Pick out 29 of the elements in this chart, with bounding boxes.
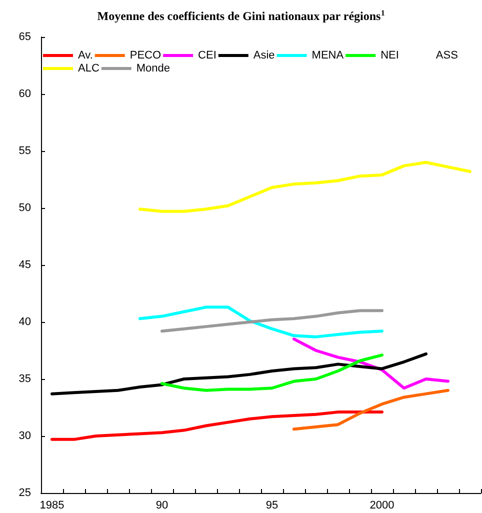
x-tick-label: 2000 <box>370 500 394 512</box>
text: ASS <box>436 50 458 62</box>
line-series <box>138 306 384 338</box>
line-series <box>138 160 472 213</box>
legend-label: MENA <box>312 50 344 62</box>
line-series <box>50 410 384 441</box>
y-tick-label: 50 <box>18 202 31 214</box>
y-tick-label: 45 <box>18 259 31 271</box>
y-tick-label: 65 <box>18 31 31 43</box>
legend-label: CEI <box>198 50 216 62</box>
legend-label: PECO <box>130 50 162 62</box>
legend-label: Av. <box>78 50 93 62</box>
line-series <box>292 388 450 431</box>
legend-label: ALC <box>78 62 100 74</box>
legend-label: Asie <box>253 50 275 62</box>
line-series <box>160 354 384 392</box>
y-tick-label: 25 <box>18 487 31 499</box>
x-tick-label: 90 <box>156 500 168 512</box>
legend-label: Monde <box>136 62 170 74</box>
legend-label: NEI <box>380 50 399 62</box>
y-tick-label: 40 <box>18 316 31 328</box>
line-series <box>50 352 428 396</box>
y-tick-label: 60 <box>18 88 31 100</box>
y-tick-label: 30 <box>18 430 31 442</box>
x-tick-label: 1985 <box>40 500 64 512</box>
line-series <box>160 309 384 333</box>
y-tick-label: 55 <box>18 145 31 157</box>
x-tick-label: 95 <box>266 500 278 512</box>
y-tick-label: 35 <box>18 373 31 385</box>
